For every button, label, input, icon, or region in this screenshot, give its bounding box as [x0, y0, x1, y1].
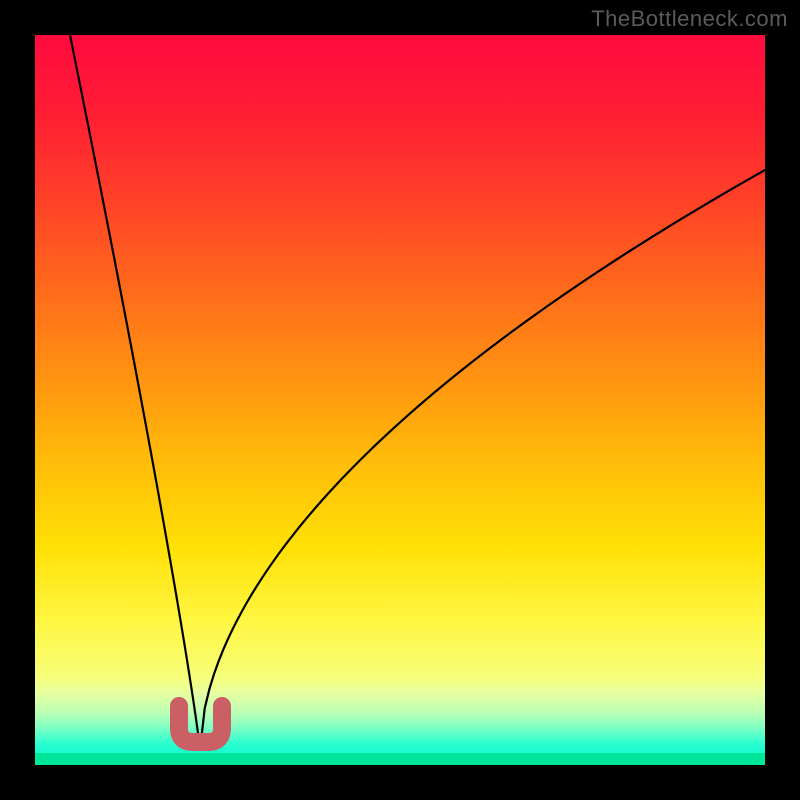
chart-root: TheBottleneck.com: [0, 0, 800, 800]
plot-background: [35, 35, 765, 765]
chart-svg: [0, 0, 800, 800]
plot-bottom-strip: [35, 753, 765, 765]
watermark-text: TheBottleneck.com: [591, 6, 788, 32]
